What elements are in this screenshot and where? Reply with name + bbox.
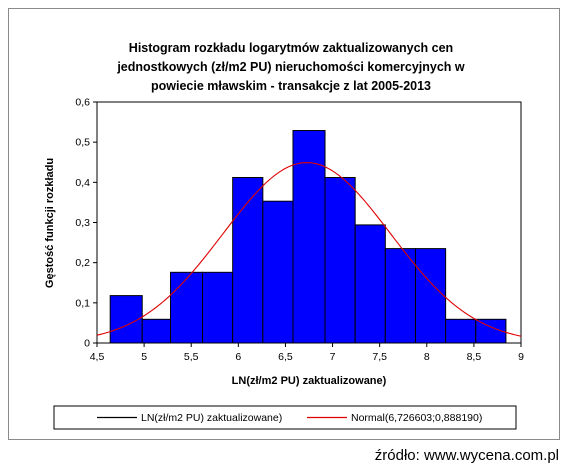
plot-area [96, 101, 522, 344]
x-tick-label: 6 [235, 351, 241, 363]
x-tick-label: 7,5 [372, 351, 387, 363]
chart-title-line-2: jednostkowych (zł/m2 PU) nieruchomości k… [116, 60, 465, 74]
histogram-bar-13 [475, 318, 507, 344]
histogram-bar-5 [232, 177, 264, 344]
x-tick-label: 7 [330, 351, 336, 363]
x-axis-ticks: 4,5 5 5,5 6 6,5 7 7,5 8 8,5 9 [90, 343, 524, 363]
legend-label-histogram: LN(zł/m2 PU) zaktualizowane) [141, 412, 282, 424]
x-tick-label: 5 [141, 351, 147, 363]
chart-frame: Histogram rozkładu logarytmów zaktualizo… [8, 8, 560, 440]
chart-title: Histogram rozkładu logarytmów zaktualizo… [116, 41, 465, 93]
x-tick-label: 6,5 [278, 351, 293, 363]
chart-title-line-3: powiecie mławskim - transakcje z lat 200… [151, 79, 431, 93]
x-tick-label: 4,5 [90, 351, 105, 363]
y-tick-label: 0,2 [75, 257, 90, 269]
x-tick-label: 5,5 [184, 351, 199, 363]
source-caption: źródło: www.wycena.com.pl [374, 447, 559, 464]
histogram-chart: Histogram rozkładu logarytmów zaktualizo… [44, 41, 524, 430]
y-tick-label: 0,4 [75, 177, 90, 189]
normal-distribution-curve [96, 162, 522, 337]
histogram-bar-4 [202, 271, 234, 344]
y-tick-label: 0,3 [75, 217, 90, 229]
y-axis-ticks: 0 0,1 0,2 0,3 0,4 0,5 0,6 [75, 97, 97, 350]
x-tick-label: 9 [518, 351, 524, 363]
y-tick-label: 0 [84, 338, 90, 350]
histogram-bar-9 [354, 224, 386, 344]
histogram-bar-6 [262, 200, 294, 344]
histogram-bar-8 [324, 177, 356, 344]
legend-box [53, 405, 517, 430]
y-tick-label: 0,5 [75, 137, 90, 149]
histogram-bar-3 [169, 271, 204, 344]
x-tick-label: 8,5 [467, 351, 482, 363]
histogram-bar-1 [109, 295, 143, 344]
histogram-bar-12 [445, 318, 477, 344]
legend: LN(zł/m2 PU) zaktualizowane) Normal(6,72… [53, 405, 517, 430]
y-tick-label: 0,6 [75, 97, 90, 109]
histogram-bar-2 [141, 318, 171, 344]
x-axis-label: LN(zł/m2 PU) zaktualizowane) [232, 375, 387, 387]
y-axis-label: Gęstość funkcji rozkładu [44, 158, 56, 288]
histogram-bar-10 [384, 248, 416, 344]
legend-label-normal: Normal(6,726603;0,888190) [351, 412, 482, 424]
y-tick-label: 0,1 [75, 297, 90, 309]
x-tick-label: 8 [424, 351, 430, 363]
histogram-bar-11 [414, 248, 447, 344]
chart-title-line-1: Histogram rozkładu logarytmów zaktualizo… [129, 41, 453, 55]
